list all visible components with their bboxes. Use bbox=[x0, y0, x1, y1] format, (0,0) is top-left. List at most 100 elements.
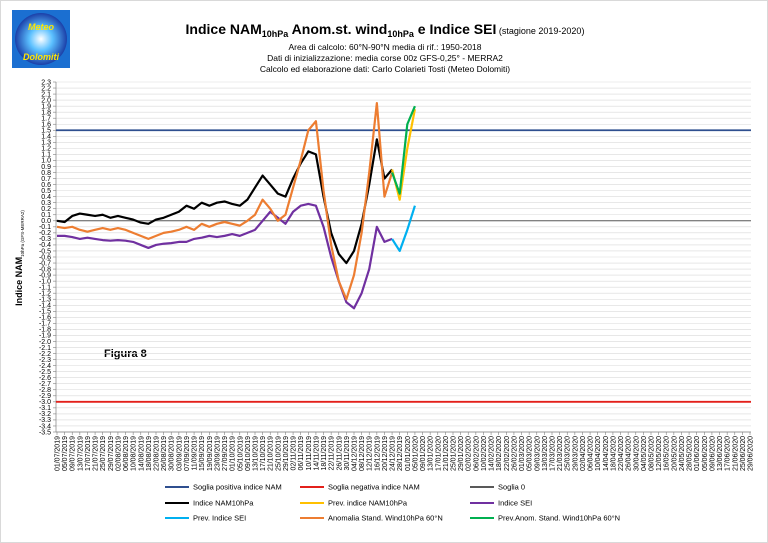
y-tick-label: 1.3 bbox=[41, 140, 51, 147]
x-tick-label: 22/11/2019 bbox=[329, 436, 336, 471]
title-part: Indice NAM bbox=[186, 21, 262, 37]
y-tick-label: -0.7 bbox=[39, 260, 51, 267]
y-tick-label: -2.0 bbox=[39, 339, 51, 346]
x-tick-label: 05/06/2020 bbox=[702, 436, 709, 471]
x-tick-label: 20/05/2020 bbox=[671, 436, 678, 471]
y-tick-label: -3.2 bbox=[39, 411, 51, 418]
y-tick-label: 0.3 bbox=[41, 200, 51, 207]
x-tick-label: 13/07/2019 bbox=[77, 436, 84, 471]
y-tick-label: 1.1 bbox=[41, 152, 51, 159]
x-tick-label: 29/10/2019 bbox=[283, 436, 290, 471]
y-tick-label: -2.6 bbox=[39, 375, 51, 382]
x-tick-label: 01/06/2020 bbox=[694, 436, 701, 471]
x-tick-label: 21/10/2019 bbox=[268, 436, 275, 471]
x-tick-label: 30/08/2019 bbox=[169, 436, 176, 471]
y-tick-label: -1.8 bbox=[39, 327, 51, 334]
y-tick-label: -3.0 bbox=[39, 399, 51, 406]
y-tick-label: 0.7 bbox=[41, 176, 51, 183]
x-tick-label: 05/03/2020 bbox=[527, 436, 534, 471]
x-tick-label: 04/05/2020 bbox=[641, 436, 648, 471]
y-tick-label: -2.7 bbox=[39, 381, 51, 388]
series-line bbox=[391, 105, 416, 195]
y-tick-label: 0.0 bbox=[41, 218, 51, 225]
x-tick-label: 19/09/2019 bbox=[207, 436, 214, 471]
x-tick-label: 08/12/2019 bbox=[359, 436, 366, 471]
x-tick-label: 29/03/2020 bbox=[572, 436, 579, 471]
y-tick-label: -2.2 bbox=[39, 351, 51, 358]
y-tick-label: 2.2 bbox=[41, 85, 51, 92]
subtitle: Dati di inizializzazione: media corse 00… bbox=[267, 53, 503, 63]
y-tick-label: -1.6 bbox=[39, 315, 51, 322]
y-tick-label: -0.5 bbox=[39, 248, 51, 255]
y-tick-label: 0.6 bbox=[41, 182, 51, 189]
x-tick-label: 01/01/2020 bbox=[405, 436, 412, 471]
y-tick-label: -3.1 bbox=[39, 405, 51, 412]
x-tick-label: 16/05/2020 bbox=[664, 436, 671, 471]
x-tick-label: 02/02/2020 bbox=[466, 436, 473, 471]
y-tick-label: 1.4 bbox=[41, 134, 51, 141]
x-tick-label: 09/07/2019 bbox=[70, 436, 77, 471]
y-tick-label: 2.0 bbox=[41, 97, 51, 104]
y-tick-label: 2.3 bbox=[41, 79, 51, 86]
x-tick-label: 26/04/2020 bbox=[626, 436, 633, 471]
x-tick-label: 02/11/2019 bbox=[291, 436, 298, 471]
x-tick-label: 30/04/2020 bbox=[633, 436, 640, 471]
y-tick-label: 0.4 bbox=[41, 194, 51, 201]
x-tick-label: 23/09/2019 bbox=[214, 436, 221, 471]
y-tick-label: -0.6 bbox=[39, 254, 51, 261]
y-tick-label: -1.5 bbox=[39, 309, 51, 316]
x-tick-label: 14/11/2019 bbox=[313, 436, 320, 471]
x-tick-label: 27/09/2019 bbox=[222, 436, 229, 471]
legend-label: Prev. indice NAM10hPa bbox=[328, 499, 408, 508]
title-subscript: 10hPa bbox=[262, 29, 290, 39]
y-tick-label: 0.9 bbox=[41, 164, 51, 171]
x-tick-label: 13/01/2020 bbox=[428, 436, 435, 471]
x-tick-label: 20/12/2019 bbox=[382, 436, 389, 471]
x-tick-label: 29/07/2019 bbox=[108, 436, 115, 471]
x-tick-label: 17/06/2020 bbox=[725, 436, 732, 471]
x-tick-label: 13/03/2020 bbox=[542, 436, 549, 471]
x-tick-label: 01/10/2019 bbox=[230, 436, 237, 471]
title-part: e Indice SEI bbox=[414, 21, 496, 37]
x-tick-label: 01/07/2019 bbox=[55, 436, 62, 471]
y-axis-title: Indice NAM10hPa (GFS-MERRA2) bbox=[14, 210, 25, 306]
x-tick-label: 30/11/2019 bbox=[344, 436, 351, 471]
logo-text: Meteo bbox=[28, 22, 55, 32]
x-tick-label: 24/12/2019 bbox=[390, 436, 397, 471]
y-tick-label: -1.1 bbox=[39, 284, 51, 291]
x-tick-label: 08/05/2020 bbox=[649, 436, 656, 471]
x-tick-label: 25/10/2019 bbox=[275, 436, 282, 471]
x-tick-label: 21/03/2020 bbox=[557, 436, 564, 471]
x-tick-label: 10/02/2020 bbox=[481, 436, 488, 471]
y-tick-label: -1.0 bbox=[39, 278, 51, 285]
y-tick-label: -2.9 bbox=[39, 393, 51, 400]
legend-label: Indice SEI bbox=[498, 499, 532, 508]
y-tick-label: 0.5 bbox=[41, 188, 51, 195]
x-tick-label: 04/12/2019 bbox=[352, 436, 359, 471]
x-tick-label: 12/05/2020 bbox=[656, 436, 663, 471]
y-tick-label: -1.7 bbox=[39, 321, 51, 328]
chart-title: Indice NAM10hPa Anom.st. wind10hPa e Ind… bbox=[186, 21, 585, 39]
subtitle: Calcolo ed elaborazione dati: Carlo Cola… bbox=[260, 64, 510, 74]
legend-label: Soglia negativa indice NAM bbox=[328, 483, 420, 492]
x-tick-label: 09/01/2020 bbox=[420, 436, 427, 471]
x-tick-label: 05/07/2019 bbox=[62, 436, 69, 471]
x-tick-label: 18/11/2019 bbox=[321, 436, 328, 471]
x-tick-label: 25/07/2019 bbox=[100, 436, 107, 471]
x-tick-label: 26/08/2019 bbox=[161, 436, 168, 471]
x-tick-label: 11/09/2019 bbox=[192, 436, 199, 471]
x-tick-label: 13/06/2020 bbox=[717, 436, 724, 471]
x-tick-label: 29/01/2020 bbox=[458, 436, 465, 471]
x-tick-label: 10/04/2020 bbox=[595, 436, 602, 471]
title-part: (stagione 2019-2020) bbox=[496, 26, 584, 36]
plot-area bbox=[56, 102, 751, 403]
x-tick-label: 06/08/2019 bbox=[123, 436, 130, 471]
x-tick-label: 18/02/2020 bbox=[496, 436, 503, 471]
x-tick-label: 01/03/2020 bbox=[519, 436, 526, 471]
y-tick-label: -0.4 bbox=[39, 242, 51, 249]
legend-label: Indice NAM10hPa bbox=[193, 499, 254, 508]
x-tick-label: 24/05/2020 bbox=[679, 436, 686, 471]
grid: -3.5-3.4-3.3-3.2-3.1-3.0-2.9-2.8-2.7-2.6… bbox=[39, 79, 755, 471]
x-tick-label: 09/06/2020 bbox=[709, 436, 716, 471]
y-tick-label: 1.7 bbox=[41, 116, 51, 123]
